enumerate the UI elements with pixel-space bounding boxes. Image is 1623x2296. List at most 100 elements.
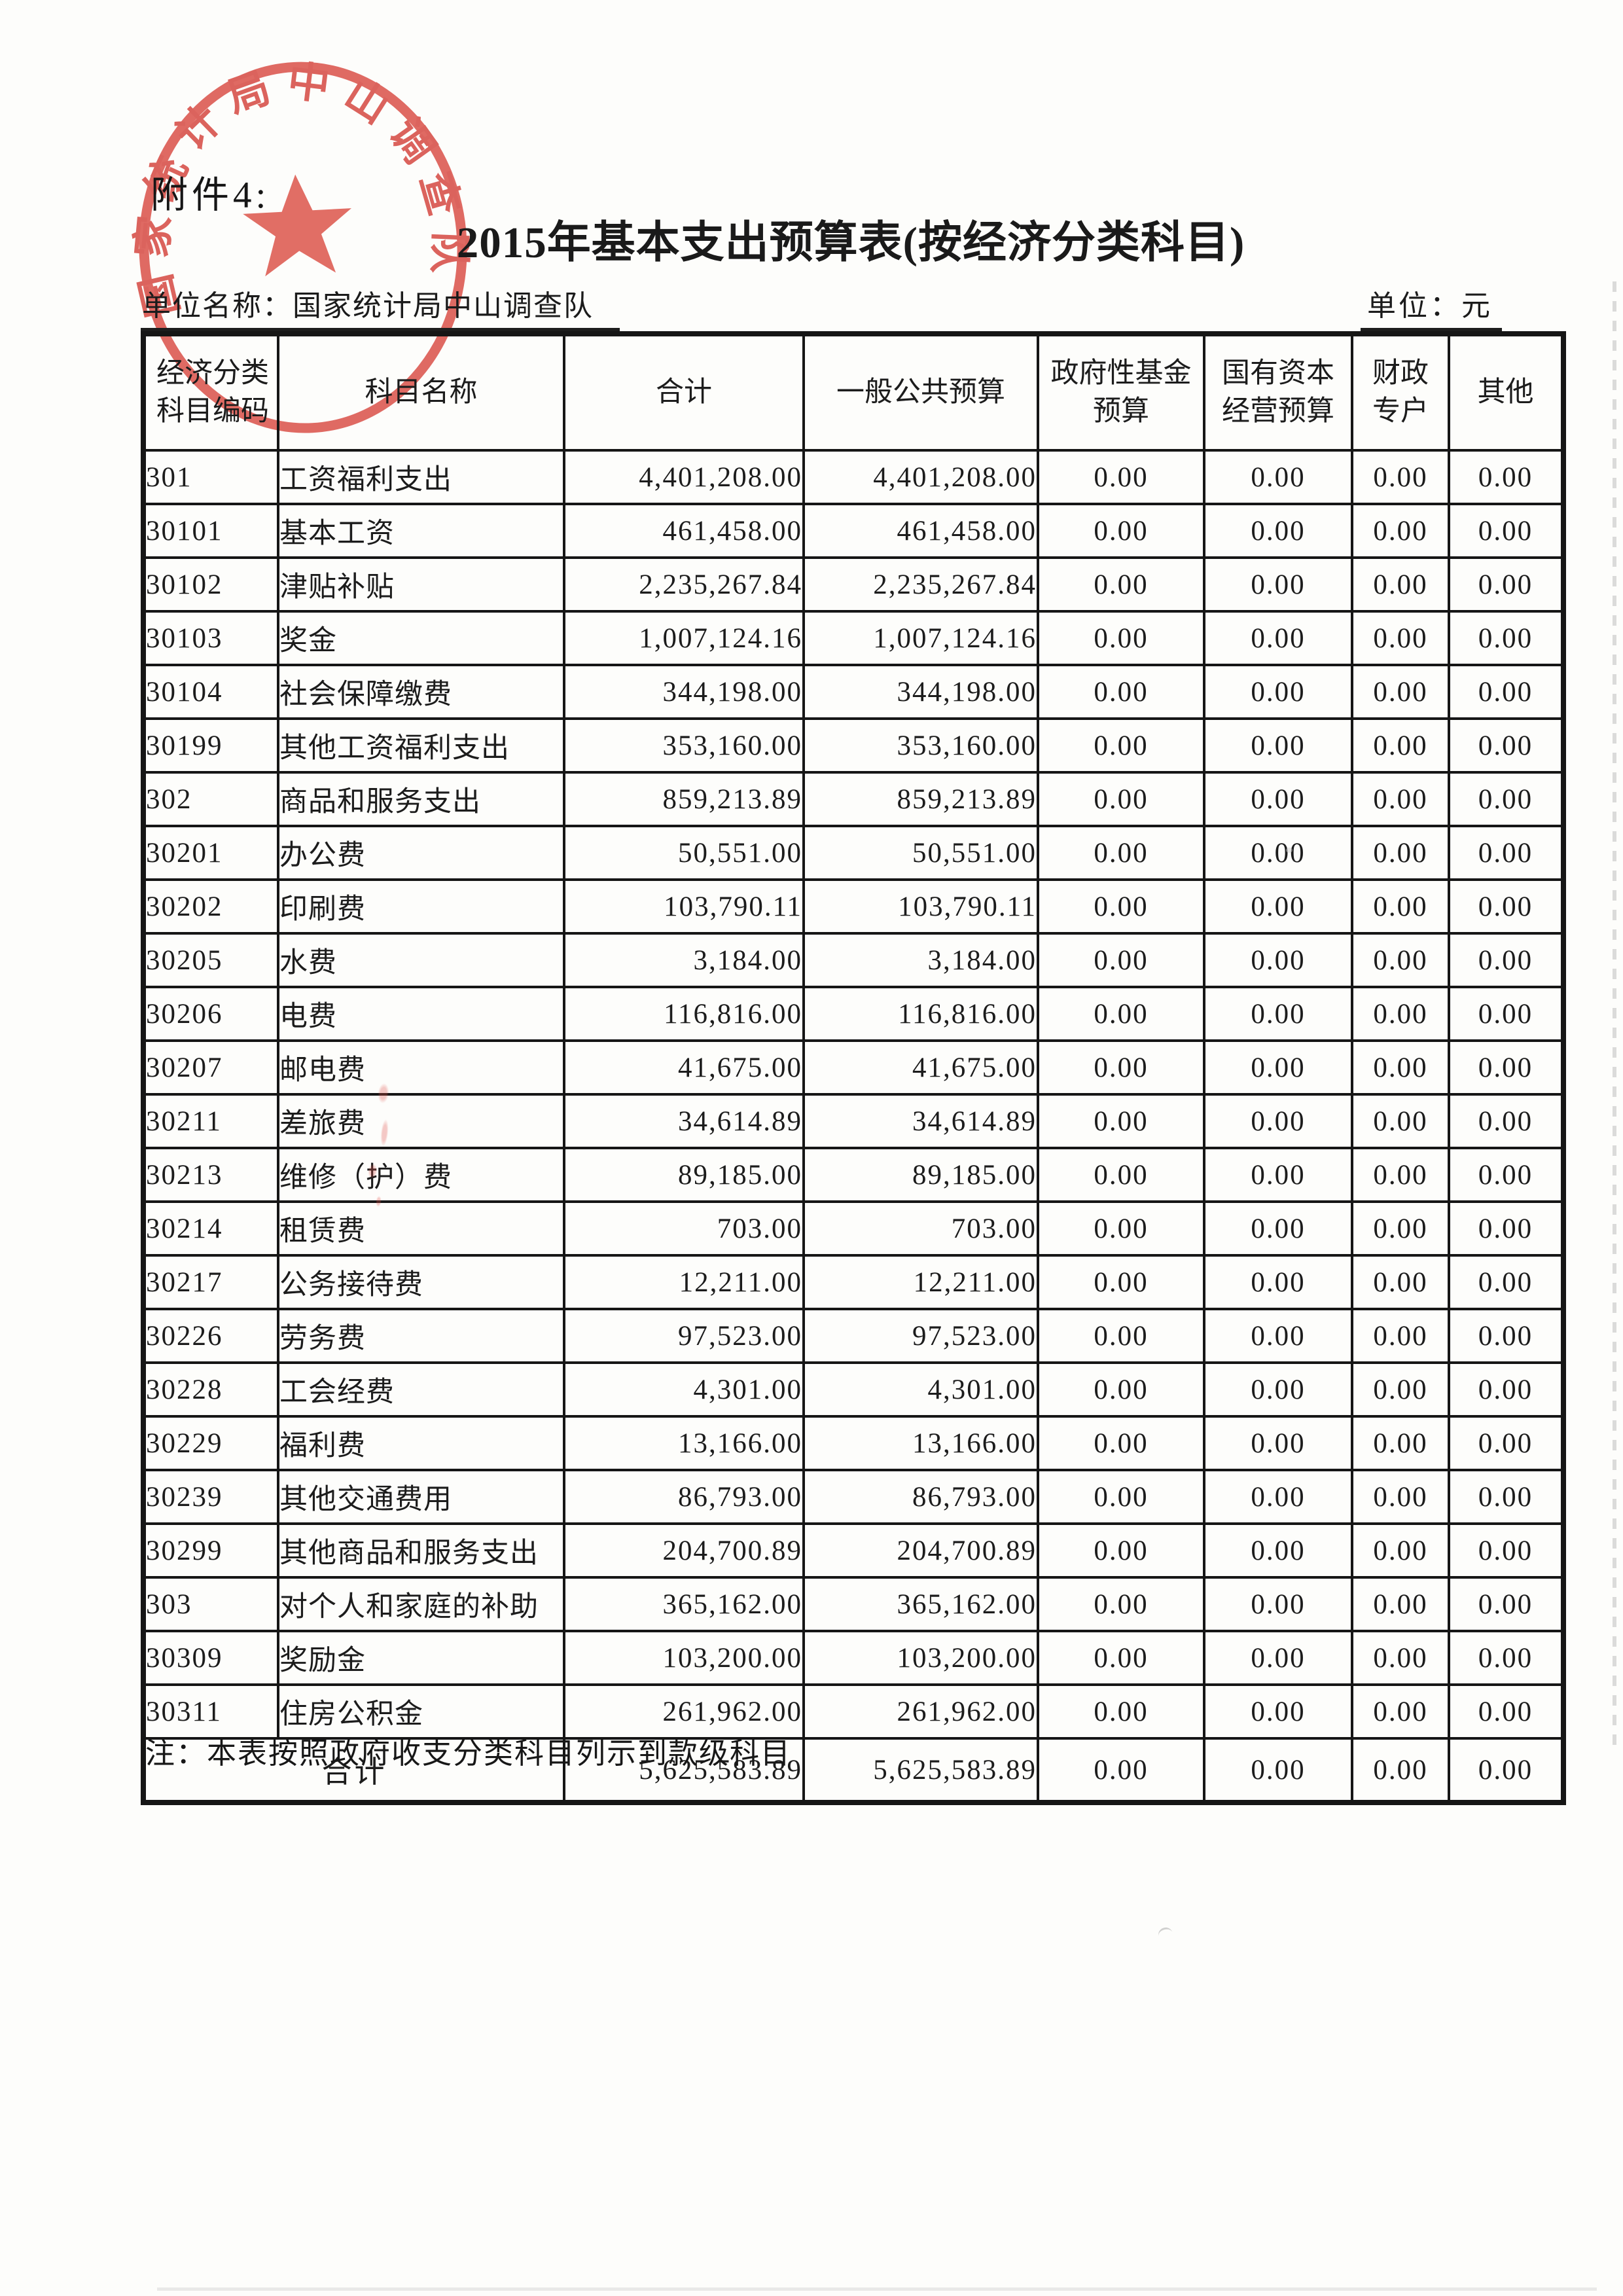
- subject-name-cell: 租赁费: [277, 1200, 565, 1257]
- header-line: 其他: [1477, 376, 1534, 408]
- table-row: 30206 电费 116,816.00 116,816.00 0.00 0.00 0.00 0…: [142, 986, 1565, 1042]
- total-other-value: 0.00: [1448, 1737, 1565, 1804]
- general-budget-cell: 703.00: [802, 1200, 1039, 1257]
- subject-name-cell: 工会经费: [277, 1361, 565, 1418]
- other-cell: 0.00: [1448, 610, 1565, 666]
- subject-name-cell: 水费: [277, 932, 565, 988]
- general-budget-cell: 461,458.00: [802, 503, 1039, 559]
- state-capital-cell: 0.00: [1203, 1522, 1353, 1579]
- state-capital-cell: 0.00: [1203, 825, 1353, 881]
- general-budget-cell: 4,301.00: [802, 1361, 1039, 1418]
- row-code-cell: 30226: [142, 1308, 279, 1364]
- table-header: 经济分类 科目编码 科目名称 合计 一般公共预算 政府性基金 预算 国有资本: [142, 332, 1565, 452]
- row-code-cell: 30206: [142, 986, 279, 1042]
- other-cell: 0.00: [1448, 1522, 1565, 1579]
- fiscal-account-cell: 0.00: [1351, 1576, 1450, 1632]
- gov-fund-cell: 0.00: [1037, 1630, 1205, 1686]
- row-code-cell: 302: [142, 771, 279, 827]
- gov-fund-cell: 0.00: [1037, 1361, 1205, 1418]
- row-code-cell: 30104: [142, 664, 279, 720]
- subject-name-cell: 其他商品和服务支出: [277, 1522, 565, 1579]
- table-row: 30201 办公费 50,551.00 50,551.00 0.00 0.00 0.00 0.…: [142, 825, 1565, 881]
- subject-name-cell: 基本工资: [277, 503, 565, 559]
- header-line: 国有资本: [1222, 357, 1334, 389]
- table-row: 30211 差旅费 34,614.89 34,614.89 0.00 0.00 0.00 0.…: [142, 1093, 1565, 1149]
- general-budget-cell: 353,160.00: [802, 717, 1039, 774]
- table-row: 30214 租赁费 703.00 703.00 0.00 0.00 0.00 0.00: [142, 1200, 1565, 1257]
- gov-fund-cell: 0.00: [1037, 1469, 1205, 1525]
- general-budget-cell: 204,700.89: [802, 1522, 1039, 1579]
- table-row: 30202 印刷费 103,790.11 103,790.11 0.00 0.00 0.00…: [142, 878, 1565, 935]
- total-general-budget-value: 5,625,583.89: [802, 1737, 1039, 1804]
- row-code-cell: 30228: [142, 1361, 279, 1418]
- state-capital-cell: 0.00: [1203, 1147, 1353, 1203]
- other-cell: 0.00: [1448, 556, 1565, 613]
- gov-fund-cell: 0.00: [1037, 1415, 1205, 1471]
- table-row: 30239 其他交通费用 86,793.00 86,793.00 0.00 0.00 0.0…: [142, 1469, 1565, 1525]
- other-cell: 0.00: [1448, 932, 1565, 988]
- header-line: 经济分类: [156, 357, 269, 389]
- state-capital-cell: 0.00: [1203, 1683, 1353, 1740]
- state-capital-cell: 0.00: [1203, 878, 1353, 935]
- attachment-label: 附件4:: [151, 175, 270, 216]
- row-code-cell: 30205: [142, 932, 279, 988]
- fiscal-account-cell: 0.00: [1351, 1469, 1450, 1525]
- subject-name-cell: 奖励金: [277, 1630, 565, 1686]
- fiscal-account-cell: 0.00: [1351, 1093, 1450, 1149]
- row-code-cell: 30101: [142, 503, 279, 559]
- state-capital-cell: 0.00: [1203, 503, 1353, 559]
- total-value-cell: 3,184.00: [563, 932, 805, 988]
- row-code-cell: 301: [142, 449, 279, 505]
- subject-name-cell: 住房公积金: [277, 1683, 565, 1740]
- table-row: 30299 其他商品和服务支出 204,700.89 204,700.89 0.00 0.…: [142, 1522, 1565, 1579]
- gov-fund-cell: 0.00: [1037, 717, 1205, 774]
- gov-fund-cell: 0.00: [1037, 664, 1205, 720]
- other-cell: 0.00: [1448, 717, 1565, 774]
- total-value-cell: 461,458.00: [563, 503, 805, 559]
- subject-name-cell: 福利费: [277, 1415, 565, 1471]
- fiscal-account-cell: 0.00: [1351, 1683, 1450, 1740]
- scan-speck: [1286, 848, 1293, 853]
- other-cell: 0.00: [1448, 1039, 1565, 1096]
- fiscal-account-cell: 0.00: [1351, 771, 1450, 827]
- row-code-cell: 30311: [142, 1683, 279, 1740]
- subject-name-cell: 津贴补贴: [277, 556, 565, 613]
- other-cell: 0.00: [1448, 1147, 1565, 1203]
- subject-name-cell: 其他交通费用: [277, 1469, 565, 1525]
- row-code-cell: 30239: [142, 1469, 279, 1525]
- total-value-cell: 1,007,124.16: [563, 610, 805, 666]
- table-row: 30229 福利费 13,166.00 13,166.00 0.00 0.00 0.00 0.…: [142, 1415, 1565, 1471]
- table-row: 30199 其他工资福利支出 353,160.00 353,160.00 0.00 0.0…: [142, 717, 1565, 774]
- fiscal-account-cell: 0.00: [1351, 1039, 1450, 1096]
- total-value-cell: 353,160.00: [563, 717, 805, 774]
- subject-name-cell: 电费: [277, 986, 565, 1042]
- total-value-cell: 344,198.00: [563, 664, 805, 720]
- fiscal-account-cell: 0.00: [1351, 986, 1450, 1042]
- state-capital-cell: 0.00: [1203, 664, 1353, 720]
- page-title: 2015年基本支出预算表(按经济分类科目): [456, 219, 1245, 267]
- header-row: 经济分类 科目编码 科目名称 合计 一般公共预算 政府性基金 预算 国有资本: [142, 332, 1565, 452]
- header-line: 一般公共预算: [836, 376, 1005, 408]
- total-value-cell: 86,793.00: [563, 1469, 805, 1525]
- gov-fund-cell: 0.00: [1037, 986, 1205, 1042]
- header-general-budget: 一般公共预算: [802, 332, 1039, 452]
- total-value-cell: 4,301.00: [563, 1361, 805, 1418]
- general-budget-cell: 2,235,267.84: [802, 556, 1039, 613]
- unit-name-value: 国家统计局中山调查队: [293, 290, 594, 322]
- total-value-cell: 50,551.00: [563, 825, 805, 881]
- state-capital-cell: 0.00: [1203, 1039, 1353, 1096]
- fiscal-account-cell: 0.00: [1351, 1630, 1450, 1686]
- state-capital-cell: 0.00: [1203, 1308, 1353, 1364]
- state-capital-cell: 0.00: [1203, 1200, 1353, 1257]
- other-cell: 0.00: [1448, 878, 1565, 935]
- state-capital-cell: 0.00: [1203, 1469, 1353, 1525]
- fiscal-account-cell: 0.00: [1351, 664, 1450, 720]
- header-line: 财政: [1372, 357, 1429, 389]
- general-budget-cell: 116,816.00: [802, 986, 1039, 1042]
- total-gov-fund-value: 0.00: [1037, 1737, 1205, 1804]
- other-cell: 0.00: [1448, 1683, 1565, 1740]
- state-capital-cell: 0.00: [1203, 717, 1353, 774]
- star-icon: [243, 174, 351, 277]
- fiscal-account-cell: 0.00: [1351, 610, 1450, 666]
- table-row: 30104 社会保障缴费 344,198.00 344,198.00 0.00 0.00 0…: [142, 664, 1565, 720]
